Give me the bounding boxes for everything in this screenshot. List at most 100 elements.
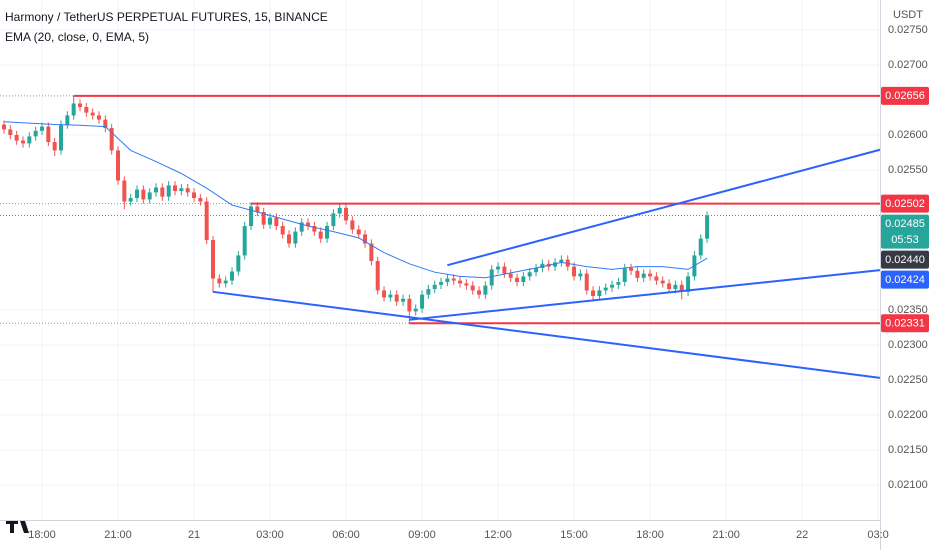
candle-body: [236, 255, 241, 272]
candle-body: [534, 268, 539, 273]
price-label: 0.02485: [885, 218, 925, 230]
candle-body: [242, 226, 247, 256]
candle-body: [198, 198, 203, 202]
indicator-label: EMA (20, close, 0, EMA, 5): [5, 30, 149, 44]
logo-mark: [6, 521, 18, 533]
candle-body: [559, 259, 564, 263]
logo: [6, 521, 29, 533]
candle-body: [496, 266, 501, 270]
candle-body: [451, 278, 456, 281]
candle-body: [179, 188, 184, 192]
y-tick-label: 0.02250: [888, 374, 928, 386]
candle-body: [58, 124, 63, 151]
candle-body: [84, 107, 89, 113]
y-tick-label: 0.02550: [888, 164, 928, 176]
candle-body: [698, 238, 703, 256]
candle-body: [654, 276, 659, 281]
candle-body: [128, 198, 133, 202]
candle-body: [217, 278, 222, 284]
candle-body: [27, 136, 32, 144]
candle-body: [287, 234, 292, 244]
candle-body: [255, 206, 260, 213]
ema-line: [3, 121, 708, 279]
candle-body: [230, 271, 235, 281]
candle-body: [394, 294, 399, 302]
candle-body: [103, 119, 108, 129]
candle-body: [312, 226, 317, 232]
candle-body: [166, 185, 171, 197]
x-tick-label: 03:0: [867, 529, 888, 541]
x-tick-label: 21:00: [712, 529, 740, 541]
trend-line: [447, 148, 881, 267]
candle-body: [401, 298, 406, 302]
candle-body: [540, 263, 545, 269]
candle-body: [65, 115, 70, 125]
candle-body: [521, 276, 526, 283]
candle-body: [141, 189, 146, 200]
y-tick-label: 0.02150: [888, 444, 928, 456]
grid: [0, 0, 880, 520]
candle-body: [325, 226, 330, 239]
candle-body: [584, 273, 589, 291]
candle-body: [407, 298, 412, 312]
candle-body: [90, 112, 95, 116]
candle-body: [439, 282, 444, 285]
candle-body: [71, 103, 76, 116]
candle-body: [502, 266, 507, 274]
candle-body: [629, 268, 634, 271]
price-label: 0.02424: [885, 274, 925, 286]
candle-body: [458, 280, 463, 284]
candle-body: [641, 273, 646, 278]
candle-body: [432, 284, 437, 290]
trend-line: [409, 269, 881, 321]
y-tick-label: 0.02300: [888, 339, 928, 351]
candle-body: [14, 135, 19, 141]
candle-body: [679, 284, 684, 292]
candle-body: [293, 231, 298, 244]
price-label: 0.02331: [885, 318, 925, 330]
candle-body: [160, 187, 165, 197]
candle-body: [185, 188, 190, 193]
candle-body: [591, 290, 596, 297]
candle-body: [261, 212, 266, 225]
candle-body: [78, 103, 82, 108]
candle-body: [648, 273, 653, 277]
candle-body: [223, 280, 228, 284]
candle-body: [20, 140, 25, 144]
price-label-box: [881, 270, 929, 289]
candle-body: [249, 206, 254, 227]
candle-body: [280, 226, 285, 235]
x-tick-label: 06:00: [332, 529, 360, 541]
candle-body: [610, 284, 615, 288]
candle-body: [46, 126, 51, 143]
candle-body: [673, 284, 678, 290]
x-tick-label: 22: [796, 529, 808, 541]
candle-body: [375, 261, 380, 291]
price-label: 0.02440: [885, 254, 925, 266]
candle-body: [686, 276, 691, 292]
x-tick-label: 18:00: [28, 529, 56, 541]
candle-body: [344, 207, 349, 221]
candle-body: [578, 273, 583, 277]
candle-body: [470, 285, 475, 291]
candle-body: [268, 217, 273, 225]
candle-body: [39, 126, 44, 131]
candle-body: [135, 189, 140, 199]
logo-mark: [20, 521, 29, 533]
x-tick-label: 21:00: [104, 529, 132, 541]
currency-label: USDT: [893, 9, 923, 21]
candle-body: [622, 268, 627, 283]
y-tick-label: 0.02700: [888, 59, 928, 71]
axes: 0.02750 0.02700 0.02600 0.02550 0.02350 0.023…: [28, 24, 929, 541]
candle-body: [122, 180, 127, 202]
y-tick-label: 0.02600: [888, 129, 928, 141]
price-label: 0.02656: [885, 90, 925, 102]
candle-body: [306, 222, 311, 227]
candle-body: [635, 270, 640, 278]
candle-body: [603, 287, 608, 291]
plot-area: [0, 94, 881, 379]
candle-body: [109, 128, 114, 151]
price-label-box: [881, 250, 929, 269]
